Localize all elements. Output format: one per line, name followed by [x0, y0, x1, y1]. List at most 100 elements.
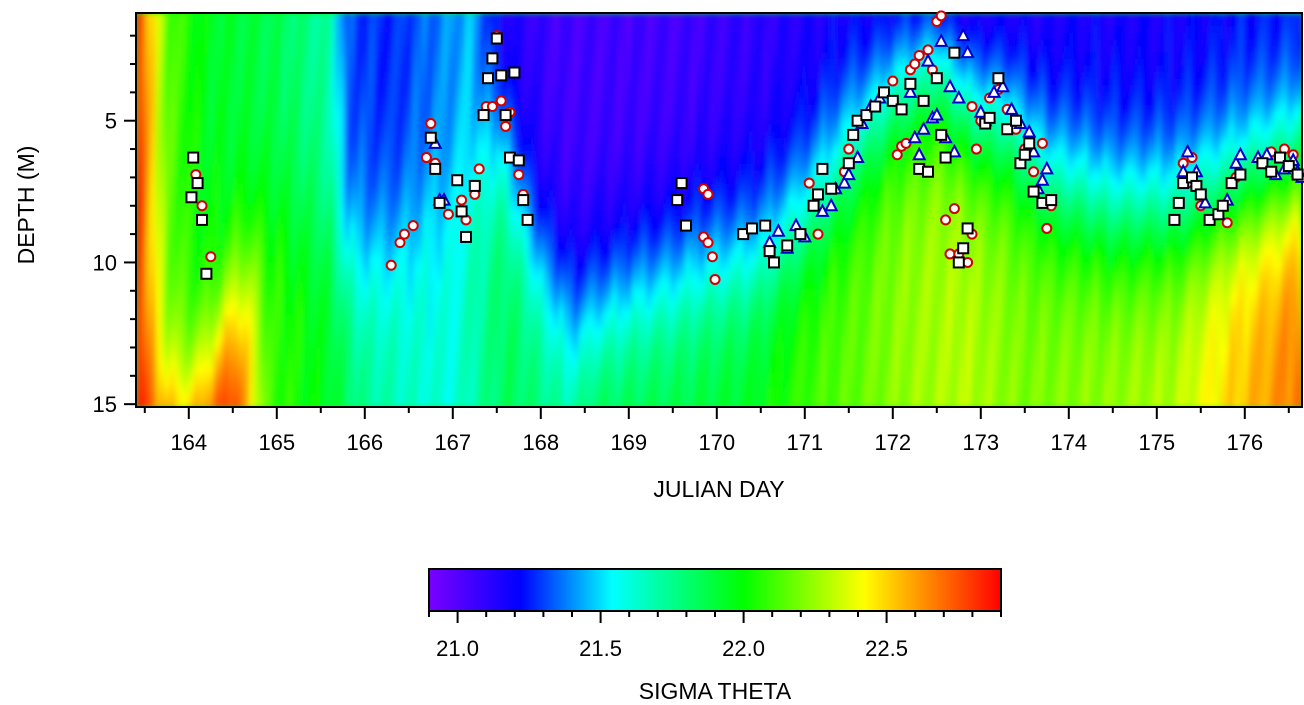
heatmap-cell [510, 58, 516, 67]
heatmap-cell [344, 328, 351, 336]
heatmap-cell [140, 104, 147, 113]
heatmap-cell [427, 321, 434, 329]
heatmap-cell [524, 150, 531, 159]
heatmap-cell [281, 131, 288, 139]
heatmap-cell [296, 367, 302, 375]
heatmap-cell [495, 275, 502, 284]
heatmap-cell [490, 216, 497, 224]
heatmap-cell [456, 157, 463, 165]
heatmap-cell [286, 85, 293, 93]
heatmap-cell [408, 301, 414, 310]
heatmap-cell [145, 236, 152, 244]
heatmap-cell [310, 144, 317, 152]
heatmap-cell [446, 58, 453, 67]
heatmap-cell [189, 269, 196, 277]
heatmap-cell [495, 236, 502, 244]
heatmap-cell [179, 91, 186, 100]
heatmap-cell [233, 65, 239, 73]
heatmap-cell [242, 164, 249, 172]
heatmap-cell [412, 52, 419, 60]
heatmap-cell [442, 367, 448, 375]
heatmap-cell [393, 255, 400, 264]
heatmap-cell [136, 52, 142, 60]
heatmap-cell [393, 334, 400, 343]
heatmap-cell [519, 118, 526, 126]
heatmap-cell [330, 203, 336, 211]
heatmap-cell [136, 65, 142, 73]
heatmap-cell [189, 321, 196, 329]
heatmap-cell [354, 164, 361, 172]
heatmap-cell [490, 295, 497, 303]
heatmap-cell [446, 104, 453, 113]
heatmap-cell [267, 354, 273, 362]
heatmap-cell [179, 282, 186, 290]
heatmap-cell [374, 177, 380, 185]
heatmap-cell [310, 19, 317, 27]
heatmap-cell [349, 190, 356, 198]
heatmap-cell [262, 177, 268, 185]
heatmap-cell [228, 210, 234, 218]
heatmap-cell [223, 58, 230, 67]
heatmap-cell [272, 282, 278, 290]
heatmap-cell [306, 321, 312, 329]
heatmap-cell [320, 282, 327, 290]
heatmap-cell [296, 242, 302, 251]
heatmap-cell [408, 328, 414, 336]
heatmap-cell [403, 78, 409, 87]
heatmap-cell [150, 91, 157, 100]
heatmap-cell [199, 341, 205, 349]
heatmap-cell [136, 111, 142, 119]
heatmap-cell [471, 118, 477, 126]
heatmap-cell [446, 52, 453, 60]
heatmap-cell [451, 137, 458, 146]
heatmap-cell [150, 118, 157, 126]
heatmap-cell [456, 249, 463, 257]
heatmap-cell [301, 387, 307, 395]
heatmap-cell [340, 91, 346, 100]
heatmap-cell [160, 144, 166, 152]
heatmap-cell [136, 347, 142, 356]
heatmap-cell [238, 223, 244, 231]
heatmap-cell [296, 13, 302, 21]
heatmap-cell [349, 242, 356, 251]
heatmap-cell [252, 361, 259, 369]
heatmap-cell [223, 13, 230, 21]
heatmap-cell [199, 65, 205, 73]
heatmap-cell [490, 85, 497, 93]
heatmap-cell [437, 361, 443, 369]
heatmap-cell [291, 393, 298, 402]
heatmap-cell [267, 137, 273, 146]
heatmap-cell [320, 262, 327, 270]
heatmap-cell [442, 91, 448, 100]
heatmap-cell [330, 236, 336, 244]
heatmap-cell [344, 262, 351, 270]
heatmap-cell [252, 150, 259, 159]
heatmap-cell [320, 275, 327, 284]
heatmap-cell [136, 39, 142, 47]
heatmap-cell [140, 32, 147, 41]
heatmap-cell [136, 380, 142, 389]
heatmap-cell [252, 183, 259, 192]
heatmap-cell [393, 321, 400, 329]
heatmap-cell [335, 328, 341, 336]
heatmap-cell [204, 295, 210, 303]
heatmap-cell [165, 315, 171, 323]
heatmap-cell [476, 124, 482, 132]
heatmap-cell [276, 229, 283, 238]
heatmap-cell [500, 262, 507, 270]
heatmap-cell [233, 308, 239, 316]
heatmap-cell [432, 45, 439, 54]
heatmap-cell [179, 98, 186, 106]
heatmap-cell [325, 275, 332, 284]
heatmap-cell [315, 85, 322, 93]
heatmap-cell [330, 374, 336, 382]
heatmap-cell [194, 164, 200, 172]
heatmap-cell [534, 262, 541, 270]
heatmap-cell [233, 236, 239, 244]
heatmap-cell [145, 19, 152, 27]
heatmap-cell [140, 157, 147, 165]
heatmap-cell [286, 255, 293, 264]
heatmap-cell [524, 380, 531, 389]
heatmap-cell [369, 78, 375, 87]
heatmap-cell [442, 328, 448, 336]
